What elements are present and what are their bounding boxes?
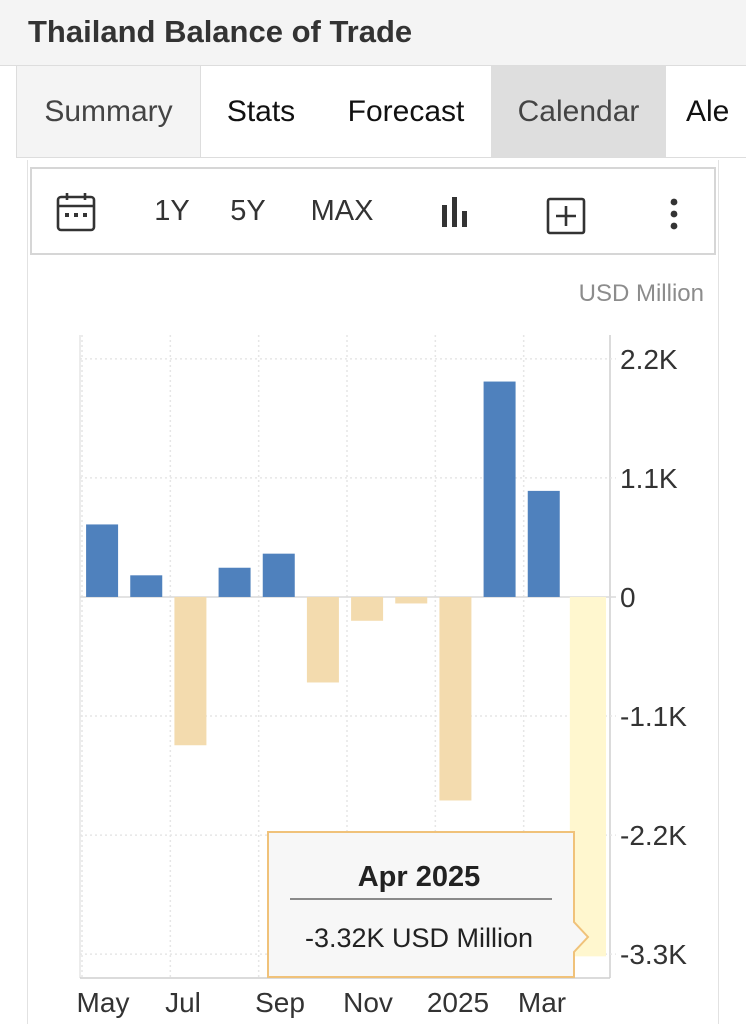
bar [174,596,207,746]
y-tick-label: -2.2K [620,820,687,851]
tab-alerts[interactable]: Ale [686,95,730,128]
tab-calendar[interactable]: Calendar [491,66,666,157]
tooltip: Apr 2025 -3.32K USD Million [267,831,590,978]
bar [439,596,472,801]
y-tick-label: -3.3K [620,939,687,970]
bar [262,553,295,597]
bar-chart-icon[interactable] [440,195,470,234]
page-title: Thailand Balance of Trade [28,14,413,49]
bar [483,381,516,597]
x-tick-label: Sep [255,987,305,1018]
calendar-icon[interactable] [56,191,96,238]
x-tick-label: Mar [518,987,566,1018]
tab-summary[interactable]: Summary [17,66,201,157]
y-tick-label: 0 [620,582,636,613]
tooltip-value: -3.32K USD Million [305,923,533,953]
x-tick-label: Nov [343,987,393,1018]
bar [306,596,339,683]
y-tick-label: 1.1K [620,463,678,494]
x-tick-label: Jul [165,987,201,1018]
range-1y-button[interactable]: 1Y [154,195,190,227]
tab-forecast[interactable]: Forecast [347,95,465,128]
bar [395,596,428,604]
x-tick-label: 2025 [427,987,489,1018]
tab-bar: Summary Stats Forecast Calendar Ale [16,66,746,158]
range-5y-button[interactable]: 5Y [230,195,266,227]
bar [569,596,606,957]
chart-toolbar: 1Y 5Y MAX [30,167,716,255]
range-max-button[interactable]: MAX [310,195,374,227]
bar [218,567,251,597]
y-tick-label: -1.1K [620,701,687,732]
bar [86,524,119,597]
unit-label: USD Million [578,280,704,307]
add-box-icon[interactable] [546,197,586,240]
y-tick-label: 2.2K [620,344,678,375]
x-tick-label: May [77,987,130,1018]
more-vertical-icon[interactable] [668,197,680,236]
tab-stats[interactable]: Stats [226,95,296,128]
bar [130,575,163,597]
tooltip-box [267,831,590,978]
chart-panel [27,160,719,1024]
bar [351,596,384,621]
bar [527,490,560,597]
page-header: Thailand Balance of Trade [0,0,746,66]
tooltip-title: Apr 2025 [358,861,481,893]
